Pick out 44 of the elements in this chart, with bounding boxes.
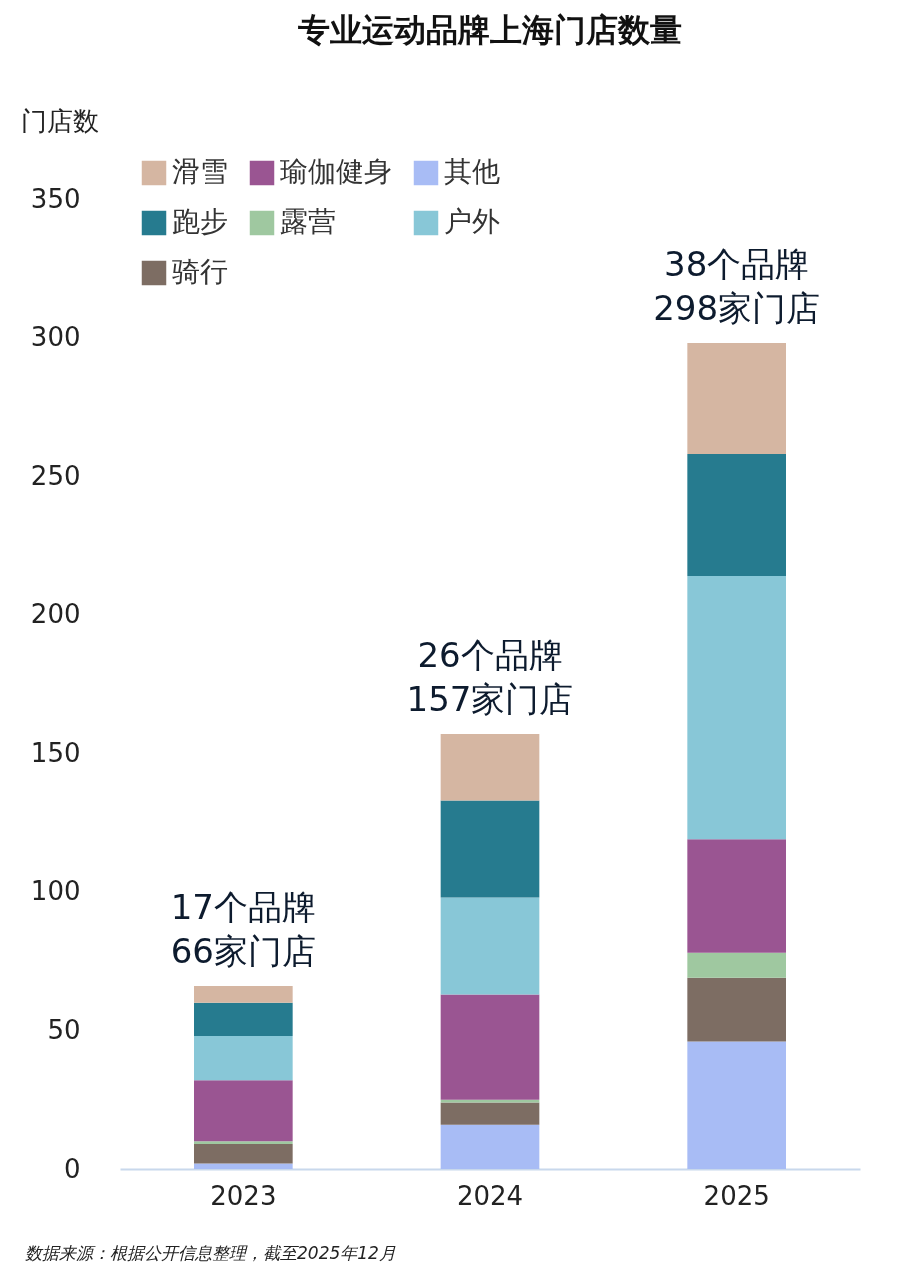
- bar: [194, 1163, 293, 1169]
- y-tick-label: 0: [63, 1153, 81, 1184]
- x-tick-label: 2025: [703, 1180, 770, 1211]
- y-tick-label: 250: [30, 460, 81, 491]
- annotation: 17个品牌 66家门店: [170, 887, 316, 972]
- annotation: 26个品牌 157家门店: [406, 634, 574, 719]
- x-tick-label: 2024: [456, 1180, 524, 1211]
- y-tick-label: 50: [47, 1014, 81, 1045]
- legend-label: 骑行: [172, 255, 228, 288]
- legend-label: 跑步: [172, 205, 228, 238]
- legend-label: 滑雪: [172, 155, 228, 188]
- bar: [687, 453, 786, 576]
- legend-label: 户外: [444, 205, 500, 238]
- bar: [440, 733, 540, 801]
- legend-label: 其他: [444, 155, 500, 188]
- annotation: 38个品牌 298家门店: [653, 244, 821, 329]
- bar: [687, 977, 786, 1042]
- bar: [194, 1144, 293, 1164]
- bar: [687, 343, 786, 454]
- bar: [440, 897, 540, 995]
- chart-title: 专业运动品牌上海门店数量: [297, 11, 682, 49]
- y-tick-label: 300: [30, 322, 81, 353]
- y-tick-label: 350: [30, 183, 81, 214]
- bar: [194, 1035, 293, 1081]
- bar: [440, 1102, 540, 1125]
- bar: [440, 800, 540, 898]
- bar: [687, 839, 786, 953]
- y-axis-title: 门店数: [20, 105, 99, 136]
- x-tick-label: 2023: [210, 1180, 277, 1211]
- bar: [194, 1002, 293, 1036]
- source-note: 数据来源：根据公开信息整理，截至2025年12月: [25, 1243, 396, 1263]
- legend-label: 露营: [280, 205, 336, 238]
- bar: [440, 994, 540, 1100]
- y-tick-label: 200: [30, 599, 81, 630]
- bar: [687, 575, 786, 840]
- bar: [194, 1141, 293, 1145]
- bar: [194, 1080, 293, 1142]
- bar: [440, 1124, 540, 1169]
- bar: [194, 986, 293, 1003]
- bar: [687, 952, 786, 978]
- y-tick-label: 100: [30, 876, 81, 907]
- bar: [687, 1041, 786, 1169]
- legend-label: 瑜伽健身: [280, 155, 392, 188]
- y-tick-label: 150: [30, 737, 81, 768]
